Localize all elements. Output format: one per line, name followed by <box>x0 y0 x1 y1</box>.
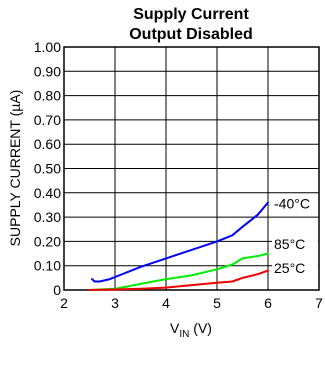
series-label-bg-2 <box>272 260 318 278</box>
y-tick-label-9: 0.90 <box>34 63 61 79</box>
series-labels: -40°C 85°C 25°C <box>272 195 318 278</box>
x-axis-label-main: V <box>170 320 180 336</box>
series-line-1 <box>88 252 269 291</box>
y-tick-label-10: 1.00 <box>34 39 61 55</box>
x-axis-label-unit: (V) <box>189 320 212 336</box>
x-tick-label-3: 5 <box>213 295 221 311</box>
x-axis-ticks: 2 3 4 5 6 7 <box>60 295 323 311</box>
y-tick-label-8: 0.80 <box>34 88 61 104</box>
x-axis-label: VIN (V) <box>170 320 212 340</box>
y-axis-label: SUPPLY CURRENT (µA) <box>7 90 23 247</box>
y-tick-label-1: 0.10 <box>34 258 61 274</box>
y-tick-label-7: 0.70 <box>34 112 61 128</box>
series-label-bg-0 <box>272 195 318 213</box>
y-tick-label-2: 0.20 <box>34 233 61 249</box>
y-tick-label-6: 0.60 <box>34 136 61 152</box>
x-tick-label-0: 2 <box>60 295 68 311</box>
series-label-bg-1 <box>272 235 318 253</box>
plot-area-border <box>63 46 320 291</box>
x-tick-label-1: 3 <box>111 295 119 311</box>
x-tick-label-2: 4 <box>162 295 170 311</box>
y-axis-ticks: 0 0.10 0.20 0.30 0.40 0.50 0.60 0.70 0.80 0.90 1.0… <box>34 39 61 298</box>
y-tick-label-3: 0.30 <box>34 209 61 225</box>
x-tick-label-5: 7 <box>315 295 323 311</box>
chart-title-line1: Supply Current <box>133 6 249 23</box>
y-tick-label-4: 0.40 <box>34 185 61 201</box>
series-group <box>88 201 269 291</box>
series-label-0: -40°C <box>274 196 310 212</box>
x-axis-label-sub: IN <box>179 329 189 340</box>
x-tick-label-4: 6 <box>264 295 272 311</box>
series-label-1: 85°C <box>274 236 305 252</box>
grid <box>63 46 320 291</box>
y-tick-label-0: 0 <box>53 282 61 298</box>
chart-title-line2: Output Disabled <box>129 26 253 43</box>
series-line-0 <box>91 201 269 283</box>
series-label-2: 25°C <box>274 260 305 276</box>
y-tick-label-5: 0.50 <box>34 161 61 177</box>
series-line-2 <box>88 269 269 291</box>
